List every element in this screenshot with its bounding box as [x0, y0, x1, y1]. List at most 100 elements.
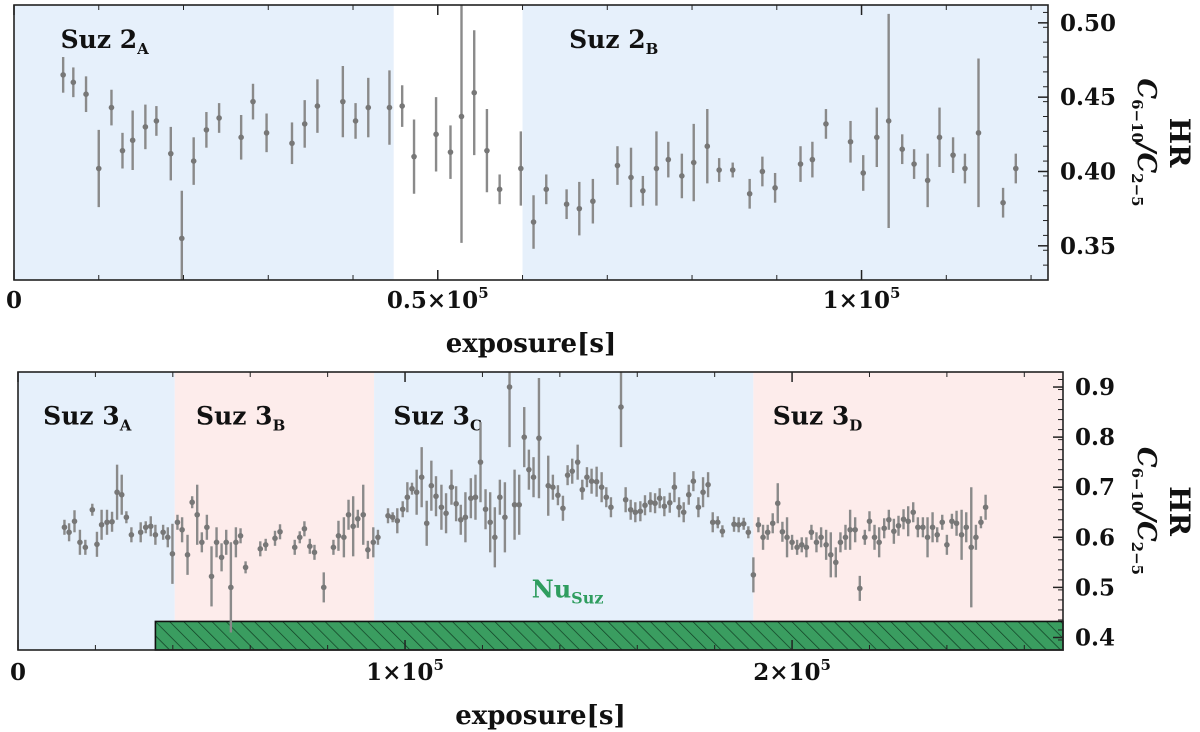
xtick-label: 0: [6, 287, 22, 314]
data-point: [949, 518, 955, 525]
data-point: [296, 534, 303, 541]
xtick-label: 0.5×105: [387, 284, 489, 314]
data-point: [823, 121, 829, 127]
data-point: [564, 472, 571, 478]
data-point: [119, 147, 126, 154]
data-point: [413, 489, 420, 496]
data-point: [661, 503, 668, 510]
data-point: [194, 511, 200, 518]
data-point: [920, 524, 926, 531]
data-point: [973, 534, 979, 541]
data-point: [714, 519, 721, 526]
data-point: [545, 482, 552, 489]
data-point: [204, 524, 210, 531]
data-point: [560, 505, 566, 512]
chart-bottom-points: [61, 372, 989, 633]
data-point: [468, 495, 474, 502]
data-point: [83, 91, 89, 97]
data-point: [555, 492, 561, 499]
data-point: [837, 539, 844, 546]
data-point: [399, 506, 406, 513]
data-point: [690, 159, 697, 166]
data-point: [179, 526, 185, 533]
data-point: [899, 146, 906, 152]
data-point: [750, 572, 757, 578]
data-point: [95, 165, 102, 172]
data-point: [70, 79, 77, 86]
data-point: [968, 544, 975, 551]
data-point: [238, 134, 244, 141]
data-point: [409, 485, 415, 492]
data-point: [608, 504, 614, 511]
data-point: [496, 186, 503, 193]
nustar-band-label: NuSuz: [532, 574, 604, 607]
data-point: [982, 504, 989, 511]
data-point: [934, 531, 941, 538]
data-point: [813, 539, 820, 546]
data-point: [184, 552, 191, 558]
data-point: [365, 104, 372, 111]
data-point: [823, 542, 829, 548]
data-point: [803, 544, 810, 551]
data-point: [129, 137, 136, 144]
data-point: [77, 539, 83, 546]
data-point: [142, 524, 149, 531]
chart-bottom-xlabel: exposure[s]: [455, 701, 626, 731]
ytick-label: 0.7: [1075, 474, 1115, 501]
region-label-1: Suz 2B: [569, 25, 658, 58]
data-point: [385, 512, 391, 519]
data-point: [472, 494, 479, 501]
data-point: [905, 518, 911, 525]
data-point: [915, 524, 921, 531]
data-point: [530, 474, 537, 480]
xtick-label: 1×105: [366, 656, 444, 686]
data-point: [169, 551, 176, 557]
data-point: [142, 124, 149, 130]
data-point: [448, 484, 455, 491]
data-point: [443, 510, 449, 517]
data-point: [614, 162, 621, 169]
data-point: [153, 118, 160, 124]
data-point: [89, 506, 96, 513]
data-point: [622, 496, 629, 503]
data-point: [208, 573, 215, 580]
region-1: [522, 5, 1048, 280]
data-point: [60, 72, 66, 78]
data-point: [365, 547, 371, 553]
data-point: [118, 491, 125, 498]
data-point: [716, 167, 722, 173]
data-point: [784, 534, 790, 541]
data-point: [521, 434, 528, 440]
data-point: [386, 104, 393, 111]
data-point: [862, 534, 868, 541]
data-point: [809, 156, 816, 163]
data-point: [886, 516, 892, 523]
chart-bottom-ylabel-formula: C6−10/C2−5: [1128, 447, 1161, 575]
data-point: [360, 511, 367, 518]
data-point: [929, 524, 936, 531]
ytick-label: 0.50: [1060, 10, 1116, 37]
data-point: [593, 478, 600, 485]
chart-top-points: [60, 5, 1019, 280]
data-point: [978, 519, 984, 526]
data-point: [228, 584, 234, 591]
data-point: [584, 474, 590, 480]
data-point: [536, 435, 542, 441]
data-point: [301, 121, 308, 127]
data-point: [653, 165, 660, 172]
data-point: [257, 546, 264, 552]
chart-bottom: Suz 3A Suz 3B Suz 3C Suz 3D NuSuz 0.4 0.5 0.6…: [10, 371, 1196, 731]
data-point: [590, 198, 596, 205]
data-point: [335, 532, 342, 539]
data-point: [709, 519, 716, 526]
data-point: [842, 534, 849, 541]
ytick-label: 0.6: [1075, 524, 1115, 551]
data-point: [307, 543, 313, 550]
region-label-0: Suz 3A: [43, 402, 132, 435]
data-point: [627, 506, 634, 513]
data-point: [665, 156, 672, 163]
data-point: [530, 219, 537, 225]
chart-bottom-regions: Suz 3A Suz 3B Suz 3C Suz 3D: [18, 372, 1063, 650]
ytick-label: 0.5: [1075, 574, 1115, 601]
